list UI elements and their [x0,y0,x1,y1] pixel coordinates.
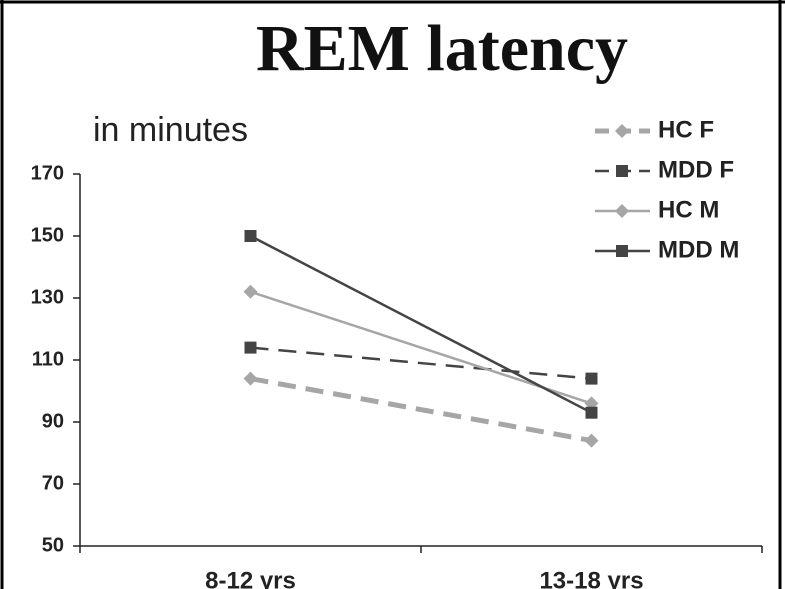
series-line [249,234,593,414]
marker [243,284,258,299]
legend-label: HC F [658,116,714,143]
y-axis-label: in minutes [93,111,248,149]
x-tick-label: 8-12 yrs [205,567,296,589]
y-tick-label: 110 [32,348,64,370]
legend-label: HC M [658,196,719,223]
chart-title: REM latency [256,12,628,85]
series-line [250,290,592,405]
marker [584,433,599,448]
y-tick-label: 170 [31,162,64,184]
y-tick-label: 90 [42,410,64,432]
marker [616,245,628,257]
marker [243,371,258,386]
marker [616,165,628,177]
y-tick-label: 150 [31,224,64,246]
x-tick-label: 13-18 yrs [539,567,643,589]
marker [615,204,629,218]
marker [615,124,629,138]
y-tick-label: 70 [42,472,64,494]
y-tick-label: 50 [42,534,64,556]
marker [585,406,598,419]
y-tick-label: 130 [31,286,64,308]
series-line [250,376,592,444]
marker [244,230,257,242]
marker [244,341,257,354]
legend-label: MDD M [658,236,739,263]
series-line [250,346,592,380]
marker [585,372,598,385]
legend-label: MDD F [658,156,734,183]
